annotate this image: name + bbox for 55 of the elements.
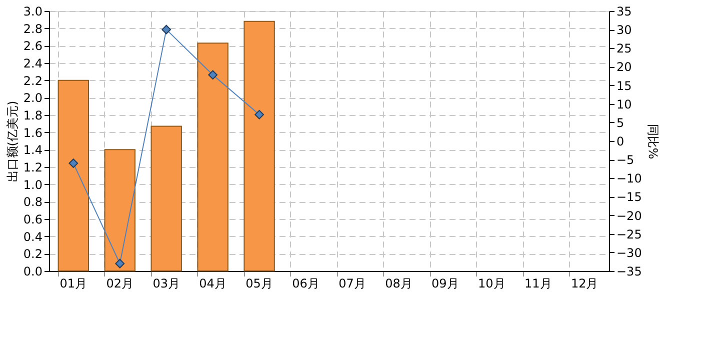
x-tick-label: 06月 [292, 276, 320, 290]
y-tick-label: 0.4 [23, 230, 42, 244]
y2-tick-label: −20 [616, 208, 642, 223]
point [162, 24, 172, 34]
x-tick-label: 09月 [432, 276, 459, 290]
x-tick-label: 01月 [60, 276, 88, 290]
y-axis-title: 出口额(亿美元) [5, 100, 20, 182]
y-tick-label: 2.8 [23, 22, 42, 36]
y-tick-label: 1.6 [23, 126, 42, 140]
point [68, 158, 78, 168]
y2-tick-label: 10 [616, 97, 632, 112]
x-tick-label: 12月 [570, 276, 598, 290]
y-tick-label: 3.0 [23, 4, 42, 18]
y-tick-label: 0.2 [23, 247, 42, 262]
bar [150, 126, 182, 272]
y-tick-label: 1.0 [23, 178, 42, 192]
point [208, 70, 218, 80]
y-tick-label: 1.2 [23, 160, 42, 174]
y2-tick-label: −5 [616, 153, 634, 168]
x-tick-label: 11月 [524, 276, 552, 290]
y-tick-label: 2.6 [23, 39, 42, 54]
x-tick-label: 07月 [338, 276, 366, 290]
y2-tick-label: 30 [616, 23, 632, 38]
y-tick-label: 0.0 [23, 264, 42, 278]
y2-tick-label: −15 [616, 190, 642, 204]
y-tick-label: 1.8 [23, 108, 42, 122]
y2-tick-label: 0 [616, 134, 624, 148]
y2-tick-label: −10 [616, 172, 642, 186]
x-tick-label: 04月 [199, 276, 226, 290]
y2-tick-label: 5 [616, 116, 624, 130]
point [115, 258, 125, 268]
y-tick-label: 2.0 [23, 91, 42, 106]
x-tick-label: 10月 [478, 276, 506, 290]
x-tick-label: 05月 [246, 276, 273, 290]
y2-tick-label: −30 [616, 246, 642, 260]
bar [244, 20, 275, 272]
point [254, 110, 264, 120]
y2-tick-label: −35 [616, 264, 642, 278]
y-tick-label: 2.2 [23, 74, 42, 88]
y2-tick-label: 20 [616, 60, 632, 74]
y2-axis-title: 同比% [646, 124, 660, 160]
y2-tick-label: 35 [616, 4, 632, 18]
bar [58, 80, 89, 272]
y-tick-label: 0.8 [23, 195, 42, 210]
x-tick-label: 08月 [385, 276, 412, 290]
y-tick-label: 0.6 [23, 212, 42, 226]
y-tick-label: 1.4 [23, 143, 42, 158]
y-tick-label: 2.4 [23, 56, 42, 70]
y2-tick-label: 15 [616, 78, 632, 93]
bar [104, 149, 136, 272]
bar [197, 42, 228, 272]
x-tick-label: 03月 [152, 276, 180, 290]
x-tick-label: 02月 [106, 276, 134, 290]
y2-tick-label: 25 [616, 42, 632, 56]
y2-tick-label: −25 [616, 227, 642, 242]
